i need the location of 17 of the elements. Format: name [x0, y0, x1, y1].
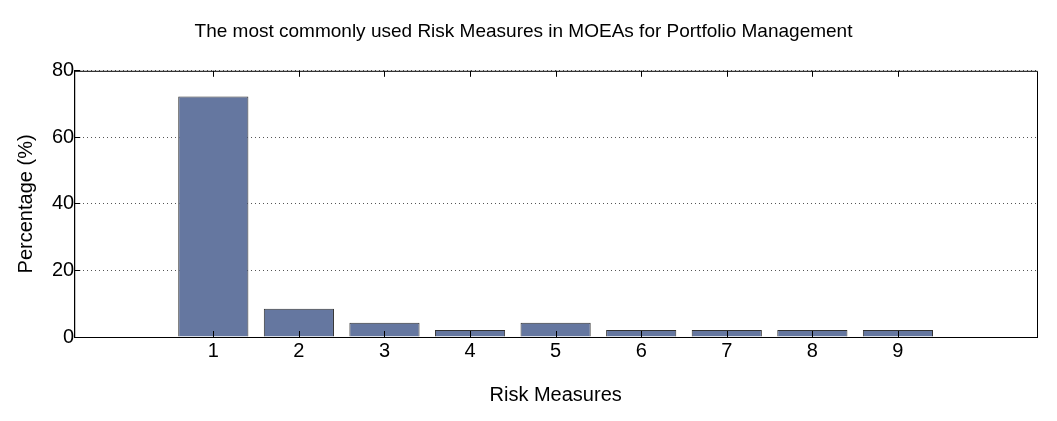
x-tick-label: 1: [207, 338, 219, 361]
x-tick-label: 5: [550, 338, 562, 361]
y-tick-label: 60: [52, 124, 75, 147]
y-tick-label: 0: [63, 324, 75, 347]
x-tick-label: 9: [892, 338, 904, 361]
y-axis-title: Percentage (%): [13, 134, 36, 274]
chart-title: The most commonly used Risk Measures in MOEAs for Portfolio Management: [194, 19, 854, 41]
x-tick-label: 4: [464, 338, 476, 361]
x-tick-label: 8: [806, 338, 818, 361]
x-tick-label: 6: [635, 338, 647, 361]
y-tick-label: 20: [52, 257, 75, 280]
y-tick-label: 40: [52, 191, 75, 214]
x-tick-label: 3: [378, 338, 391, 361]
x-tick-label: 7: [721, 338, 733, 361]
x-axis-title: Risk Measures: [489, 382, 622, 405]
y-tick-label: 80: [52, 58, 75, 81]
x-tick-label: 2: [293, 338, 305, 361]
